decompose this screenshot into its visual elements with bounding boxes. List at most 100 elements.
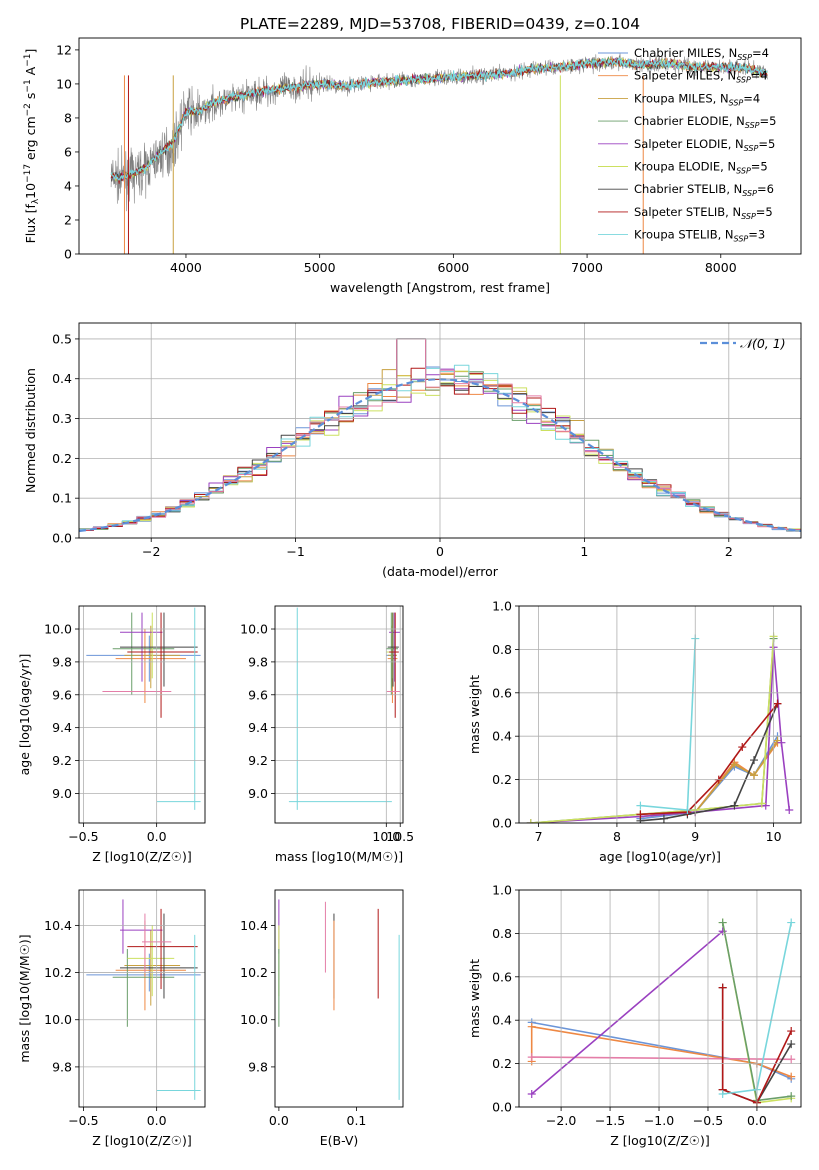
- y-tick-label: 6: [64, 144, 72, 159]
- y-tick-label: 0.2: [492, 1056, 512, 1071]
- plot-content: [86, 607, 201, 810]
- y-axis-label: mass [log10(M/M☉)]: [17, 934, 32, 1062]
- axes-frame: [78, 37, 802, 255]
- y-tick-label: 9.8: [52, 1059, 72, 1074]
- x-tick-label: −0.5: [68, 829, 98, 844]
- weight-marker: [750, 756, 758, 765]
- y-tick-label: 10.2: [240, 965, 268, 980]
- weight-marker: [750, 771, 758, 780]
- x-tick-label: −0.5: [68, 1113, 98, 1128]
- weight-marker: [527, 1089, 536, 1098]
- x-tick-label: 0: [436, 544, 444, 559]
- y-tick-label: 0.6: [492, 969, 512, 984]
- legend-entry: Chabrier MILES, NSSP=4: [634, 46, 769, 62]
- weight-marker: [787, 1072, 796, 1081]
- weight-marker: [718, 927, 727, 936]
- axes-frame: [78, 605, 206, 824]
- plot-content: [288, 607, 401, 810]
- panel-spectrum: 4000 5000 6000 7000 8000 0 2 4 6 8 10 12 wavelength …: [23, 37, 802, 295]
- y-tick-label: 9.2: [248, 753, 268, 768]
- plot-area: [79, 890, 205, 1107]
- plot-content: [278, 899, 400, 1100]
- y-tick-label: 0.2: [52, 451, 72, 466]
- x-tick-label: 8000: [705, 260, 737, 275]
- x-tick-label: 1: [580, 544, 588, 559]
- y-tick-label: 0.4: [492, 729, 512, 744]
- weight-marker: [718, 918, 727, 927]
- axes-frame: [78, 322, 802, 539]
- legend-entry: Chabrier STELIB, NSSP=6: [634, 182, 774, 198]
- y-tick-label: 10.4: [44, 918, 72, 933]
- y-tick-label: 9.8: [248, 654, 268, 669]
- x-axis-label: Z [log10(Z/Z☉)]: [610, 1133, 710, 1148]
- y-tick-label: 4: [64, 178, 72, 193]
- weight-marker: [757, 799, 766, 808]
- x-tick-label: 0.0: [269, 1113, 289, 1128]
- legend-entry: Salpeter STELIB, NSSP=5: [634, 205, 773, 221]
- weight-marker: [730, 760, 739, 769]
- y-tick-label: 9.2: [52, 753, 72, 768]
- y-tick-label: 1.0: [492, 883, 512, 898]
- weight-marker: [718, 983, 727, 992]
- y-tick-label: 0.0: [492, 1100, 512, 1115]
- legend-entry: Salpeter ELODIE, NSSP=5: [634, 137, 775, 153]
- plot-content: [86, 899, 201, 1100]
- clipped-marks: [110, 53, 768, 254]
- x-tick-label: 5000: [304, 260, 336, 275]
- y-axis-label: mass weight: [467, 959, 482, 1038]
- weight-marker: [773, 699, 782, 708]
- x-axis-label: age [log10(age/yr)]: [599, 849, 721, 864]
- y-tick-label: 0.4: [492, 1013, 512, 1028]
- x-tick-label: −1: [286, 544, 304, 559]
- y-tick-label: 10.2: [44, 965, 72, 980]
- y-tick-label: 0.1: [52, 491, 72, 506]
- weight-marker: [787, 1092, 796, 1101]
- y-tick-label: 9.0: [248, 786, 268, 801]
- y-tick-label: 12: [56, 42, 72, 57]
- x-tick-label: 0.1: [347, 1113, 367, 1128]
- legend-entry: Salpeter MILES, NSSP=4: [634, 69, 768, 85]
- y-tick-label: 10.0: [240, 1012, 268, 1027]
- plot-area: [275, 890, 403, 1107]
- weight-marker: [636, 810, 645, 819]
- x-tick-label: 10.0: [372, 829, 400, 844]
- weight-marker: [718, 1089, 727, 1098]
- clipped-marks: [278, 899, 400, 1100]
- weight-marker: [738, 743, 747, 752]
- model-spectrum-kroupa-stelib: [110, 57, 768, 181]
- x-axis-label: (data-model)/error: [382, 564, 499, 579]
- y-axis-label: mass weight: [467, 675, 482, 754]
- weight-line-salpeter-elodie: [531, 930, 724, 1095]
- panel-mass_vs_ebv: 0.0 0.1 9.8 10.0 10.2 10.4 E(B-V): [240, 889, 404, 1148]
- x-axis-label: mass [log10(M/M☉)]: [275, 849, 403, 864]
- weight-line-salpeter-stelib: [721, 987, 792, 1104]
- x-tick-label: −0.5: [693, 1113, 723, 1128]
- weight-line-salpeter-miles: [530, 1025, 792, 1078]
- y-axis-label: Normed distribution: [23, 368, 38, 493]
- y-tick-label: 0: [64, 247, 72, 262]
- clipped-marks: [86, 899, 201, 1100]
- plot-area: [519, 890, 801, 1107]
- axes-frame: [78, 889, 206, 1108]
- weight-marker: [659, 814, 668, 823]
- axes-frame: [274, 889, 404, 1108]
- legend-entry: Chabrier ELODIE, NSSP=5: [634, 114, 776, 130]
- y-tick-label: 2: [64, 212, 72, 227]
- y-tick-label: 0.2: [492, 772, 512, 787]
- x-tick-label: 4000: [170, 260, 202, 275]
- panel-weight_vs_age: 7 8 9 10 0.0 0.2 0.4 0.6 0.8 1.0 age [log10(age/yr…: [467, 599, 802, 864]
- y-tick-label: 0.6: [492, 685, 512, 700]
- clipped-marks: [288, 607, 401, 810]
- plot-area: [79, 38, 801, 254]
- weight-marker: [787, 918, 796, 927]
- panel-residual_hist: −2 −1 0 1 2 0.0 0.1 0.2 0.3 0.4 0.5 (data-model)/er…: [23, 322, 802, 579]
- legend-entry: 𝒩(0, 1): [740, 336, 786, 351]
- x-tick-label: −1.0: [644, 1113, 674, 1128]
- y-tick-label: 9.6: [52, 687, 72, 702]
- y-tick-label: 10.0: [240, 622, 268, 637]
- weight-marker: [777, 738, 786, 747]
- weight-marker: [730, 801, 739, 810]
- x-tick-label: 2: [725, 544, 733, 559]
